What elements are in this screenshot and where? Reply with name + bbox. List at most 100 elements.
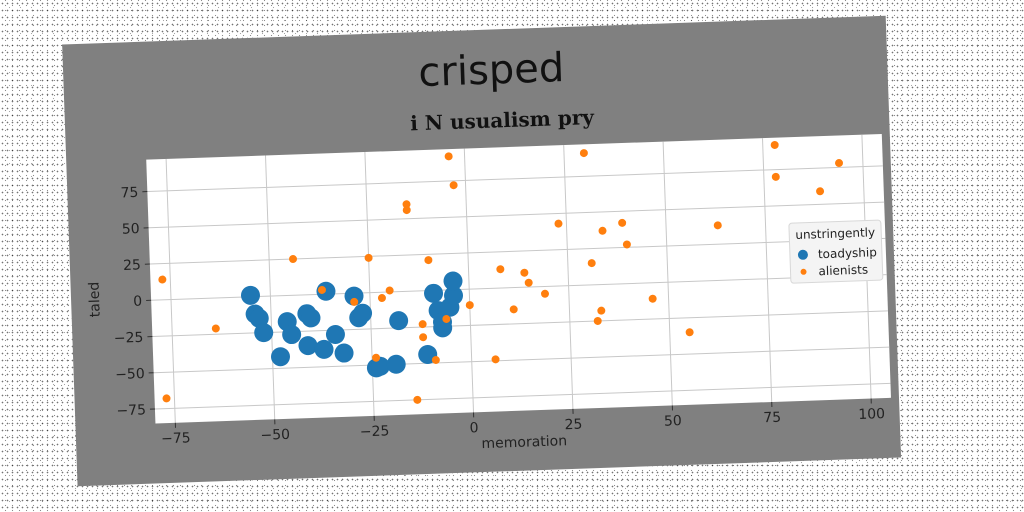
point-alienists: [289, 255, 298, 264]
point-toadyship: [386, 354, 406, 374]
point-alienists: [419, 333, 428, 342]
grid-line-x: [761, 138, 773, 402]
y-tick-label: 50: [122, 221, 140, 238]
legend-title: unstringently: [795, 225, 875, 242]
point-toadyship: [424, 283, 444, 303]
x-tick-label: −50: [260, 427, 290, 444]
point-alienists: [685, 328, 694, 337]
point-alienists: [524, 278, 533, 287]
point-alienists: [162, 394, 171, 403]
point-alienists: [444, 152, 453, 161]
y-axis-label: taled: [86, 282, 103, 318]
point-toadyship: [443, 271, 463, 291]
point-toadyship: [249, 308, 269, 328]
y-tick-label: 75: [120, 185, 138, 202]
figure-title: crisped: [418, 45, 565, 96]
legend-marker-toadyship: [797, 249, 808, 260]
y-ticks: −75 −50 −25 0 25 50 75: [114, 185, 155, 419]
point-alienists: [364, 253, 373, 262]
point-alienists: [496, 265, 505, 274]
point-alienists: [418, 320, 427, 329]
point-alienists: [622, 240, 631, 249]
point-alienists: [158, 275, 167, 284]
legend-label-toadyship: toadyship: [818, 245, 877, 261]
x-tick-label: −25: [360, 423, 390, 440]
legend-label-alienists: alienists: [818, 263, 868, 279]
point-alienists: [554, 219, 563, 228]
point-alienists: [713, 221, 722, 230]
y-tick-label: −25: [114, 330, 144, 347]
point-toadyship: [301, 308, 321, 328]
grid-line-x: [165, 158, 176, 423]
legend-box: [788, 219, 884, 284]
point-alienists: [618, 218, 627, 227]
point-toadyship: [282, 325, 302, 345]
point-alienists: [402, 206, 411, 215]
legend: unstringently toadyship alienists: [788, 219, 884, 284]
series-points: [158, 140, 844, 404]
y-tick-label: −75: [116, 402, 146, 419]
point-alienists: [491, 355, 500, 364]
legend-marker-alienists: [800, 268, 807, 275]
grid-line-y: [148, 201, 885, 229]
grid-line-x: [463, 148, 475, 413]
x-tick-label: −75: [161, 430, 191, 447]
y-tick-label: −50: [115, 366, 145, 383]
point-alienists: [593, 316, 602, 325]
point-toadyship: [325, 324, 345, 344]
point-toadyship: [444, 286, 464, 306]
x-tick-label: 0: [469, 420, 478, 436]
x-ticks: −75 −50 −25 0 25 50 75 100: [161, 398, 885, 447]
point-alienists: [377, 294, 386, 303]
grid-line-y: [147, 165, 883, 193]
x-tick-label: 100: [858, 406, 885, 423]
point-toadyship: [353, 303, 373, 323]
point-alienists: [317, 285, 326, 294]
point-alienists: [587, 259, 596, 268]
point-alienists: [816, 187, 825, 196]
point-alienists: [449, 181, 458, 190]
point-alienists: [509, 305, 518, 314]
point-alienists: [402, 200, 411, 209]
point-toadyship: [240, 285, 260, 305]
point-alienists: [413, 395, 422, 404]
grid-line-y: [154, 382, 891, 410]
point-toadyship: [344, 286, 364, 306]
point-alienists: [350, 297, 359, 306]
point-toadyship: [270, 347, 290, 367]
point-alienists: [431, 355, 440, 364]
grid-line-y: [152, 310, 888, 338]
point-toadyship: [389, 311, 409, 331]
point-alienists: [770, 140, 779, 149]
grid-line-x: [563, 145, 574, 409]
point-alienists: [648, 294, 657, 303]
x-tick-label: 75: [763, 410, 781, 427]
y-tick-label: 25: [123, 257, 141, 274]
point-alienists: [598, 226, 607, 235]
point-alienists: [597, 306, 606, 315]
point-toadyship: [314, 339, 334, 359]
point-toadyship: [334, 343, 354, 363]
grid-line-x: [265, 155, 276, 420]
point-alienists: [424, 256, 433, 265]
grid-line-y: [153, 346, 890, 374]
grid-line-x: [662, 141, 673, 406]
point-toadyship: [298, 336, 318, 356]
x-tick-label: 25: [564, 417, 582, 434]
y-tick-label: 0: [133, 294, 142, 310]
point-alienists: [579, 149, 588, 158]
grid-line-y: [151, 274, 887, 301]
point-alienists: [211, 324, 220, 333]
point-toadyship: [254, 323, 274, 343]
x-axis-label: memoration: [481, 433, 567, 452]
grid-line-y: [149, 237, 886, 265]
point-alienists: [771, 172, 780, 181]
point-alienists: [385, 286, 394, 295]
point-alienists: [442, 314, 451, 323]
point-alienists: [541, 289, 550, 298]
point-alienists: [465, 301, 474, 310]
x-tick-label: 50: [664, 413, 682, 430]
point-alienists: [835, 159, 844, 168]
point-alienists: [372, 353, 381, 362]
